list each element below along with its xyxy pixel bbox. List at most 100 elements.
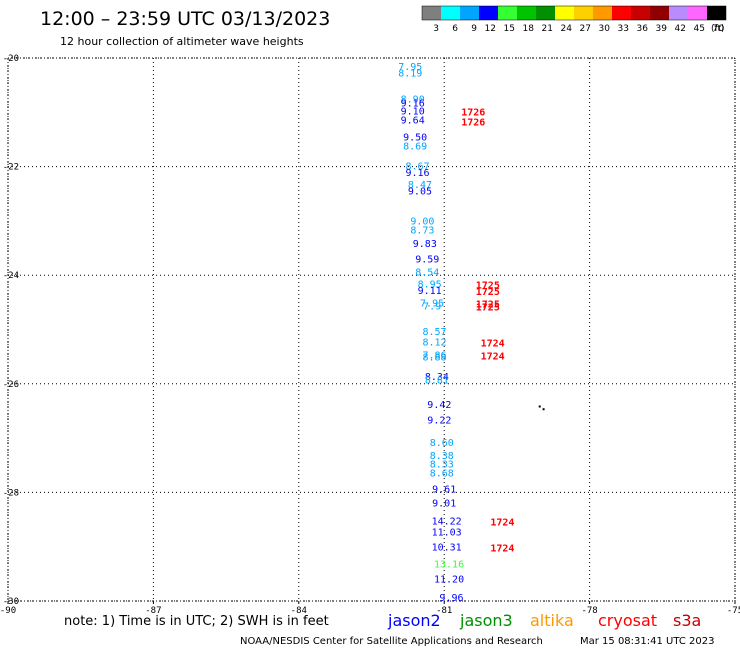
swh-label: 8.38	[430, 451, 454, 462]
legend-swatch	[536, 6, 555, 20]
swh-label: 9.42	[427, 400, 451, 411]
swh-label: 13.16	[434, 560, 464, 571]
swh-label: 11.03	[432, 527, 462, 538]
swh-label: 8.34	[425, 372, 449, 383]
swh-label: 7.95	[398, 62, 422, 73]
swh-label: 8.88	[422, 353, 446, 364]
legend-swatch	[479, 6, 498, 20]
satellite-legend: jason2 jason3 altika cryosat s3a	[387, 611, 701, 630]
swh-label: 9.01	[432, 499, 456, 510]
swh-label: 8.73	[410, 226, 434, 237]
legend-swatch	[441, 6, 460, 20]
legend-swatch	[593, 6, 612, 20]
time-label: 1726	[461, 117, 485, 128]
y-tick-label: -26	[3, 380, 19, 390]
legend-swatch	[612, 6, 631, 20]
legend-value: 39	[656, 24, 668, 34]
satellite-jason3: jason3	[459, 611, 513, 630]
y-tick-label: -22	[3, 163, 19, 173]
y-tick-label: -28	[3, 488, 19, 498]
x-tick-label: -75	[727, 606, 740, 616]
legend-value: 30	[599, 24, 611, 34]
swh-label: 8.90	[401, 95, 425, 106]
swh-label: 10.31	[432, 543, 462, 554]
swh-label: 9.05	[408, 186, 432, 197]
time-label: 1725	[476, 299, 500, 310]
legend-value: 3	[433, 24, 439, 34]
legend-swatch	[669, 6, 688, 20]
legend-value: 12	[485, 24, 496, 34]
time-label: 1725	[476, 303, 500, 314]
swh-label: 7.9	[423, 302, 441, 313]
legend-value: 70	[713, 24, 725, 34]
y-tick-label: -24	[3, 271, 19, 281]
swh-label: 9.50	[403, 133, 427, 144]
swh-label: 8.54	[415, 267, 439, 278]
time-label: 1726	[461, 108, 485, 119]
legend-swatch	[631, 6, 650, 20]
legend-value: 9	[471, 24, 477, 34]
swh-label: 8.57	[422, 327, 446, 338]
swh-label: 9.59	[415, 254, 439, 265]
satellite-jason2: jason2	[387, 611, 441, 630]
legend-swatch	[688, 6, 707, 20]
swh-label: 8.47	[408, 180, 432, 191]
swh-label: 7.95	[420, 298, 444, 309]
footer-credit: NOAA/NESDIS Center for Satellite Applica…	[240, 636, 543, 647]
time-label: 1724	[481, 351, 505, 362]
land-dot	[542, 408, 545, 411]
swh-label: 8.60	[430, 438, 454, 449]
time-label: 1724	[490, 544, 514, 555]
x-tick-label: -90	[0, 606, 16, 616]
grid-lines	[7, 57, 736, 604]
observation-labels: 7.958.198.909.169.109.649.508.698.679.16…	[398, 62, 545, 604]
time-label: 1724	[481, 338, 505, 349]
swh-label: 9.16	[401, 99, 425, 110]
legend-value: 33	[618, 24, 629, 34]
swh-label: 8.67	[405, 162, 429, 173]
swh-label: 9.11	[418, 286, 442, 297]
legend-value: 18	[523, 24, 535, 34]
latitude-tick-labels: -20 -22 -24 -26 -28 -30	[3, 54, 19, 607]
plot-frame	[7, 57, 736, 602]
swh-label: 9.96	[439, 593, 463, 604]
chart-subtitle: 12 hour collection of altimeter wave hei…	[60, 35, 304, 48]
swh-label: 9.22	[427, 416, 451, 427]
swh-label: 8.19	[398, 69, 422, 80]
swh-label: 9.10	[401, 107, 425, 118]
swh-label: 8.69	[403, 141, 427, 152]
swh-label: 8.68	[430, 468, 454, 479]
legend-value: 21	[542, 24, 553, 34]
satellite-s3a: s3a	[673, 611, 701, 630]
chart-title: 12:00 – 23:59 UTC 03/13/2023	[40, 8, 330, 30]
legend-value: 15	[504, 24, 515, 34]
legend-swatch	[555, 6, 574, 20]
swh-label: 9.64	[401, 115, 425, 126]
longitude-tick-labels: -90 -87 -84 -81 -78 -75	[0, 606, 740, 616]
legend-swatch	[650, 6, 669, 20]
swh-label: 9.61	[432, 485, 456, 496]
swh-label: 7.86	[422, 350, 446, 361]
legend-swatch	[574, 6, 593, 20]
x-tick-label: -84	[291, 606, 307, 616]
legend-swatch	[707, 6, 726, 20]
x-tick-label: -78	[581, 606, 597, 616]
footer-timestamp: Mar 15 08:31:41 UTC 2023	[580, 636, 715, 647]
legend-value: 6	[452, 24, 458, 34]
x-tick-label: -87	[145, 606, 161, 616]
time-label: 1725	[476, 280, 500, 291]
x-tick-label: -81	[436, 606, 452, 616]
legend-swatch	[517, 6, 536, 20]
legend-value: 42	[675, 24, 686, 34]
wave-height-legend: 3 6 9 12 15 18 21 24 27 30 33 36 39 42 45 70(ft)	[421, 5, 727, 34]
swh-label: 11.20	[434, 575, 464, 586]
legend-swatch	[460, 6, 479, 20]
legend-value: 36	[637, 24, 649, 34]
land-dot	[538, 405, 541, 408]
legend-value: 24	[561, 24, 573, 34]
note-text: note: 1) Time is in UTC; 2) SWH is in fe…	[64, 614, 329, 629]
y-tick-label: -20	[3, 54, 19, 64]
satellite-altika: altika	[530, 611, 574, 630]
legend-swatch	[422, 6, 441, 20]
